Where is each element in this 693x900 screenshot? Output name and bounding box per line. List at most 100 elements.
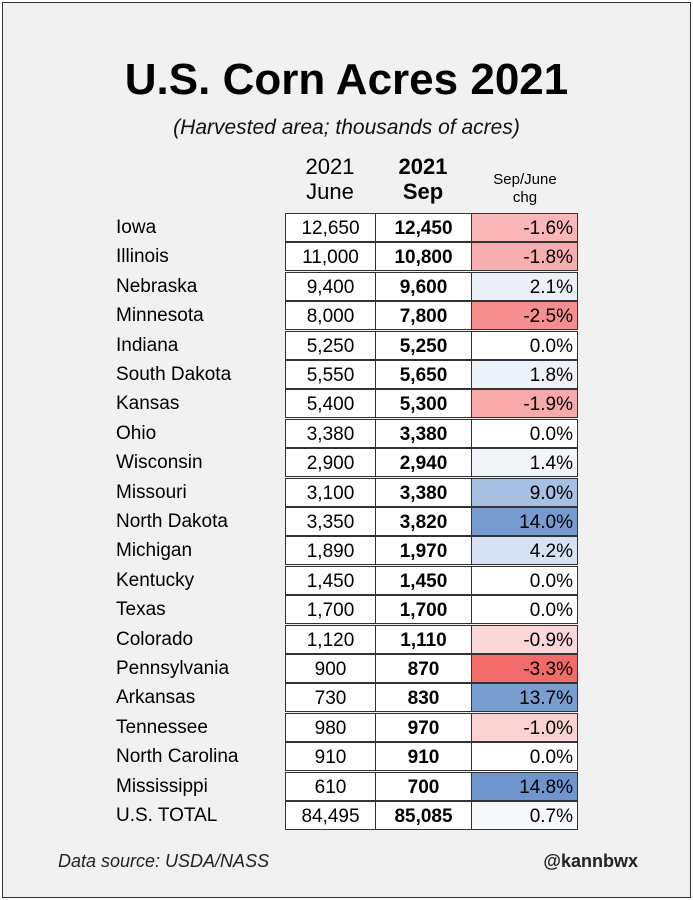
cell-sep-acres: 12,450: [375, 213, 472, 242]
cell-sep-acres: 2,940: [375, 448, 472, 477]
cell-pct-change: -3.3%: [471, 654, 578, 683]
cell-june-acres: 8,000: [285, 301, 376, 330]
cell-june-acres: 5,400: [285, 389, 376, 418]
column-header-chg: Sep/June chg: [472, 171, 578, 207]
cell-june-acres: 5,550: [285, 360, 376, 389]
cell-sep-acres: 5,650: [375, 360, 472, 389]
row-label-state: Missouri: [116, 482, 187, 503]
cell-pct-change: 14.8%: [471, 772, 578, 801]
table-row: Minnesota 8,000 7,800 -2.5%: [0, 301, 693, 330]
row-label-state: Colorado: [116, 629, 194, 650]
table-row: Texas 1,700 1,700 0.0%: [0, 595, 693, 624]
cell-sep-acres: 830: [375, 683, 472, 712]
cell-pct-change: 1.4%: [471, 448, 578, 477]
cell-june-acres: 84,495: [285, 801, 376, 830]
row-label-state: North Carolina: [116, 746, 239, 767]
cell-pct-change: 2.1%: [471, 272, 578, 301]
cell-sep-acres: 10,800: [375, 242, 472, 271]
row-label-state: Nebraska: [116, 276, 198, 297]
cell-sep-acres: 5,300: [375, 389, 472, 418]
row-label-state: Illinois: [116, 246, 169, 267]
table-row: North Dakota 3,350 3,820 14.0%: [0, 507, 693, 536]
cell-june-acres: 1,700: [285, 595, 376, 624]
row-label-state: Minnesota: [116, 305, 204, 326]
cell-sep-acres: 3,380: [375, 478, 472, 507]
cell-sep-acres: 9,600: [375, 272, 472, 301]
row-label-state: Iowa: [116, 217, 157, 238]
cell-june-acres: 9,400: [285, 272, 376, 301]
cell-pct-change: 0.7%: [471, 801, 578, 830]
table-row: South Dakota 5,550 5,650 1.8%: [0, 360, 693, 389]
cell-june-acres: 610: [285, 772, 376, 801]
table-row: Mississippi 610 700 14.8%: [0, 772, 693, 801]
column-header-sep: 2021 Sep: [376, 154, 470, 205]
chart-subtitle: (Harvested area; thousands of acres): [173, 116, 520, 139]
cell-pct-change: 0.0%: [471, 566, 578, 595]
table-row: Michigan 1,890 1,970 4.2%: [0, 536, 693, 565]
cell-sep-acres: 7,800: [375, 301, 472, 330]
cell-pct-change: 9.0%: [471, 478, 578, 507]
cell-sep-acres: 910: [375, 742, 472, 771]
cell-pct-change: -1.0%: [471, 713, 578, 742]
cell-june-acres: 900: [285, 654, 376, 683]
cell-sep-acres: 1,450: [375, 566, 472, 595]
cell-sep-acres: 5,250: [375, 331, 472, 360]
table-row: North Carolina 910 910 0.0%: [0, 742, 693, 771]
row-label-state: Tennessee: [116, 717, 208, 738]
cell-june-acres: 5,250: [285, 331, 376, 360]
table-row: Indiana 5,250 5,250 0.0%: [0, 331, 693, 360]
row-label-state: South Dakota: [116, 364, 232, 385]
cell-june-acres: 980: [285, 713, 376, 742]
cell-sep-acres: 870: [375, 654, 472, 683]
cell-june-acres: 3,380: [285, 419, 376, 448]
table-row: Pennsylvania 900 870 -3.3%: [0, 654, 693, 683]
row-label-state: Wisconsin: [116, 452, 203, 473]
cell-pct-change: -1.6%: [471, 213, 578, 242]
cell-june-acres: 910: [285, 742, 376, 771]
cell-june-acres: 3,350: [285, 507, 376, 536]
cell-june-acres: 12,650: [285, 213, 376, 242]
table-row: Kansas 5,400 5,300 -1.9%: [0, 389, 693, 418]
cell-pct-change: 1.8%: [471, 360, 578, 389]
cell-pct-change: -1.8%: [471, 242, 578, 271]
row-label-state: U.S. TOTAL: [116, 805, 218, 826]
cell-pct-change: -0.9%: [471, 625, 578, 654]
cell-june-acres: 2,900: [285, 448, 376, 477]
cell-pct-change: 0.0%: [471, 331, 578, 360]
table-row: Nebraska 9,400 9,600 2.1%: [0, 272, 693, 301]
cell-pct-change: 0.0%: [471, 742, 578, 771]
cell-june-acres: 1,890: [285, 536, 376, 565]
table-row: Wisconsin 2,900 2,940 1.4%: [0, 448, 693, 477]
cell-sep-acres: 3,380: [375, 419, 472, 448]
cell-pct-change: -2.5%: [471, 301, 578, 330]
data-source-note: Data source: USDA/NASS: [58, 851, 270, 871]
column-header-chg-line2: chg: [512, 189, 538, 206]
table-row: Iowa 12,650 12,450 -1.6%: [0, 213, 693, 242]
cell-pct-change: -1.9%: [471, 389, 578, 418]
row-label-state: Indiana: [116, 335, 179, 356]
cell-june-acres: 730: [285, 683, 376, 712]
column-header-sep-label: Sep: [402, 179, 444, 205]
table-row: Colorado 1,120 1,110 -0.9%: [0, 625, 693, 654]
column-header-june-year: 2021: [305, 154, 355, 179]
cell-pct-change: 4.2%: [471, 536, 578, 565]
table-row: Ohio 3,380 3,380 0.0%: [0, 419, 693, 448]
table-row: Tennessee 980 970 -1.0%: [0, 713, 693, 742]
row-label-state: Kentucky: [116, 570, 195, 591]
cell-sep-acres: 700: [375, 772, 472, 801]
row-label-state: North Dakota: [116, 511, 228, 532]
chart-title: U.S. Corn Acres 2021: [124, 55, 569, 104]
cell-pct-change: 0.0%: [471, 419, 578, 448]
row-label-state: Kansas: [116, 393, 180, 414]
column-header-sep-year: 2021: [398, 154, 448, 179]
table-row: Illinois 11,000 10,800 -1.8%: [0, 242, 693, 271]
column-header-june-label: June: [306, 179, 354, 205]
table-row: Kentucky 1,450 1,450 0.0%: [0, 566, 693, 595]
cell-sep-acres: 1,110: [375, 625, 472, 654]
cell-june-acres: 1,120: [285, 625, 376, 654]
row-label-state: Arkansas: [116, 687, 196, 708]
row-label-state: Pennsylvania: [116, 658, 230, 679]
cell-pct-change: 13.7%: [471, 683, 578, 712]
table-row: Arkansas 730 830 13.7%: [0, 683, 693, 712]
row-label-state: Michigan: [116, 540, 193, 561]
